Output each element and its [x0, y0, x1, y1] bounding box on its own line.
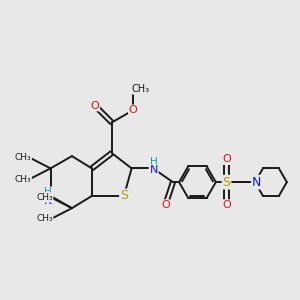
Text: O: O	[161, 200, 170, 210]
Text: CH₃: CH₃	[15, 175, 31, 184]
Text: S: S	[223, 176, 230, 189]
Text: S: S	[120, 189, 128, 203]
Text: O: O	[129, 105, 137, 115]
Text: N: N	[44, 196, 52, 206]
Text: CH₃: CH₃	[15, 153, 31, 162]
Text: O: O	[222, 154, 231, 164]
Text: O: O	[222, 200, 231, 210]
Text: H: H	[150, 157, 158, 167]
Text: CH₃: CH₃	[132, 84, 150, 94]
Text: N: N	[149, 165, 158, 175]
Text: CH₃: CH₃	[36, 214, 53, 224]
Text: CH₃: CH₃	[36, 193, 53, 202]
Text: N: N	[252, 176, 261, 189]
Text: O: O	[91, 100, 99, 111]
Text: H: H	[44, 187, 52, 197]
